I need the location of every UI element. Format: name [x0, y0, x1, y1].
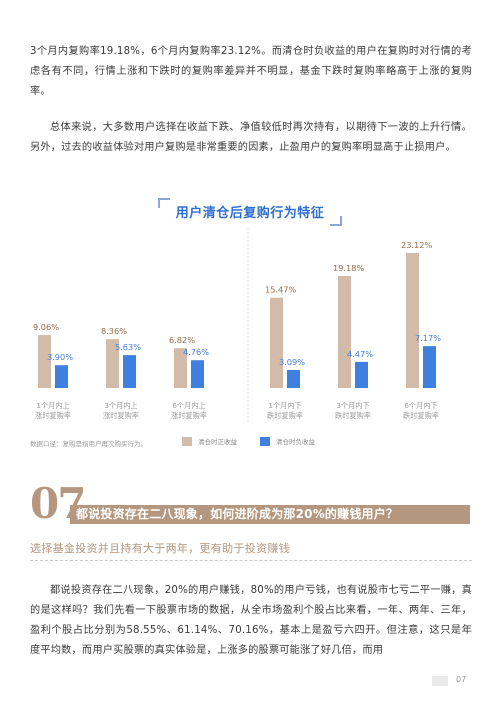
label-negative-4: 3.09%: [279, 357, 305, 367]
category-label-5-line-2: 跌时复购率: [335, 411, 371, 420]
legend-label-negative: 清仓时负收益: [276, 438, 315, 446]
chart-footnote: 数据口径：复购是指用户再次购买行为。: [30, 440, 147, 448]
legend-item-positive: 清仓时正收益: [182, 436, 237, 446]
chart-title: 用户清仓后复购行为特征: [175, 206, 325, 221]
paragraph-summary: 总体来说，大多数用户选择在收益下跌、净值较低时再次持有，以期待下一波的上升行情。…: [30, 122, 472, 153]
category-label-1-line-1: 1个月内上: [36, 401, 69, 410]
paragraph-two-eight-rule: 都说投资存在二八现象，20%的用户赚钱，80%的用户亏钱，也有说股市七亏二平一赚…: [30, 585, 472, 656]
category-label-2-line-1: 3个月内上: [104, 401, 137, 410]
bar-positive-6: [406, 253, 419, 388]
label-positive-3: 6.82%: [169, 335, 195, 345]
label-positive-4: 15.47%: [265, 285, 296, 295]
category-label-3-line-2: 涨时复购率: [171, 411, 207, 420]
repurchase-bar-chart: 9.06%3.90%1个月内上涨时复购率8.36%5.63%3个月内上涨时复购率…: [33, 228, 441, 423]
legend-item-negative: 清仓时负收益: [260, 436, 315, 446]
label-negative-5: 4.47%: [347, 349, 373, 359]
legend-label-positive: 清仓时正收益: [198, 438, 237, 446]
label-positive-6: 23.12%: [401, 240, 432, 250]
category-label-4-line-2: 跌时复购率: [267, 411, 303, 420]
bar-negative-4: [287, 369, 300, 388]
label-negative-3: 4.76%: [183, 347, 209, 357]
legend-swatch-negative: [260, 436, 270, 446]
section-subheading: 选择基金投资并且持有大于两年，更有助于投资赚钱: [30, 542, 290, 555]
category-label-3-line-1: 6个月内上: [172, 401, 205, 410]
category-label-2-line-2: 涨时复购率: [103, 411, 139, 420]
bar-negative-6: [423, 346, 436, 388]
category-label-5-line-1: 3个月内下: [336, 401, 369, 410]
paragraph-repurchase-rates: 3个月内复购率19.18%，6个月内复购率23.12%。而清仓时负收益的用户在复…: [30, 46, 472, 97]
category-label-6-line-1: 6个月内下: [404, 401, 437, 410]
label-negative-2: 5.63%: [115, 342, 141, 352]
bar-positive-5: [338, 276, 351, 388]
bar-positive-2: [106, 339, 119, 388]
label-positive-2: 8.36%: [101, 326, 127, 336]
bar-negative-5: [355, 361, 368, 388]
chart-title-block: 用户清仓后复购行为特征: [150, 196, 350, 226]
bar-positive-1: [38, 335, 51, 388]
label-negative-1: 3.90%: [47, 352, 73, 362]
corner-bracket-top-left: [158, 198, 170, 208]
legend-swatch-positive: [182, 436, 192, 446]
bar-negative-3: [191, 360, 204, 388]
category-label-4-line-1: 1个月内下: [268, 401, 301, 410]
bar-positive-3: [174, 348, 187, 388]
page-number: 07: [456, 675, 467, 684]
label-positive-1: 9.06%: [33, 322, 59, 332]
bar-positive-4: [270, 297, 283, 388]
bar-negative-1: [55, 365, 68, 388]
category-label-6-line-2: 跌时复购率: [403, 411, 439, 420]
section-title: 都说投资存在二八现象，如何进阶成为那20%的赚钱用户？: [76, 507, 399, 521]
section-title-bar: [70, 505, 470, 524]
bar-negative-2: [123, 355, 136, 388]
page-marker-box: [432, 676, 448, 686]
section-number: 07: [30, 479, 86, 528]
corner-bracket-bottom-right: [330, 216, 342, 226]
subheading-divider: [30, 560, 472, 561]
category-label-1-line-2: 涨时复购率: [35, 411, 71, 420]
label-negative-6: 7.17%: [415, 333, 441, 343]
label-positive-5: 19.18%: [333, 263, 364, 273]
